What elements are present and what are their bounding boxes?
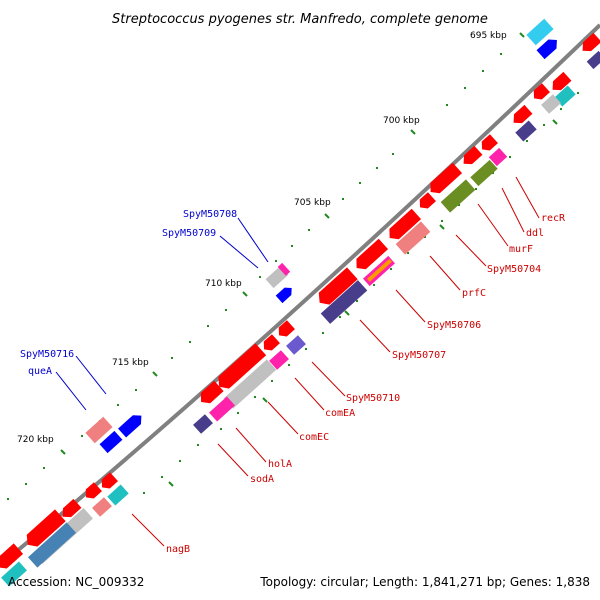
tick-label-710: 710 kbp xyxy=(205,279,242,289)
gene-forward-cyan[interactable] xyxy=(526,18,554,46)
gene-rev-6[interactable] xyxy=(59,498,82,521)
gene-recR[interactable] xyxy=(478,134,498,154)
tick-700 xyxy=(410,129,416,135)
gene-comEC-b[interactable] xyxy=(223,359,277,409)
gene-rev-2c[interactable] xyxy=(541,94,561,114)
gene-prfC-b[interactable] xyxy=(395,221,431,255)
forward-leaders xyxy=(55,217,269,411)
gene-SpyM50716[interactable] xyxy=(118,411,145,438)
tick-720 xyxy=(60,449,66,455)
gene-SpyM50706[interactable] xyxy=(352,238,389,273)
label-nagB: nagB xyxy=(166,544,190,555)
gene-rev-8b[interactable] xyxy=(1,561,27,587)
tick-label-695: 695 kbp xyxy=(470,31,507,41)
gene-holA[interactable] xyxy=(196,380,224,407)
label-SpyM50704: SpyM50704 xyxy=(487,264,541,275)
label-SpyM50716: SpyM50716 xyxy=(20,349,74,360)
gene-forward-blue[interactable] xyxy=(536,36,561,60)
label-recR: recR xyxy=(541,213,566,224)
gene-rev-2[interactable] xyxy=(549,71,572,94)
gene-holA-b[interactable] xyxy=(209,396,235,422)
gene-SpyM50716-a[interactable] xyxy=(99,430,123,454)
tick-label-720: 720 kbp xyxy=(17,435,54,445)
label-comEA: comEA xyxy=(325,408,355,419)
label-sodA: sodA xyxy=(250,474,274,485)
gene-ddl-b[interactable] xyxy=(470,159,498,187)
gene-rev-5[interactable] xyxy=(82,482,102,502)
gene-recR-b[interactable] xyxy=(488,147,508,167)
gene-SpyM50707-b[interactable] xyxy=(320,280,368,324)
gene-rev-3[interactable] xyxy=(530,83,550,103)
gene-rev-4b[interactable] xyxy=(515,120,537,142)
gene-comEA-b[interactable] xyxy=(269,350,289,370)
gene-murF[interactable] xyxy=(426,162,463,197)
minor-ticks-inner xyxy=(143,92,579,494)
gene-ddl[interactable] xyxy=(460,145,483,168)
gene-prfC[interactable] xyxy=(385,208,422,243)
tick-710 xyxy=(242,291,248,297)
label-queA: queA xyxy=(28,366,52,377)
label-ddl: ddl xyxy=(526,228,544,239)
gene-comEC[interactable] xyxy=(214,343,267,392)
label-SpyM50709: SpyM50709 xyxy=(162,228,216,239)
tick-705 xyxy=(324,213,330,219)
tick-695 xyxy=(519,32,525,38)
gene-SpyM50709[interactable] xyxy=(275,284,295,304)
gene-rev-8[interactable] xyxy=(0,543,24,572)
gene-queA[interactable] xyxy=(85,416,113,444)
accession-text: Accession: NC_009332 xyxy=(8,575,144,589)
reverse-leaders xyxy=(131,176,540,547)
label-SpyM50710: SpyM50710 xyxy=(346,393,400,404)
label-comEC: comEC xyxy=(299,432,329,443)
gene-rev-2b[interactable] xyxy=(554,85,576,107)
gene-rev-1[interactable] xyxy=(579,32,600,55)
gene-SpyM50704[interactable] xyxy=(416,192,436,212)
tick-715 xyxy=(152,371,158,377)
tick-label-715: 715 kbp xyxy=(112,358,149,368)
gene-murF-b[interactable] xyxy=(440,179,476,213)
gene-nagB[interactable] xyxy=(98,472,118,492)
tick-label-700: 700 kbp xyxy=(383,116,420,126)
forward-genes xyxy=(85,18,561,454)
genome-backbone xyxy=(0,23,600,567)
gene-rev-5b[interactable] xyxy=(92,497,112,517)
label-SpyM50707: SpyM50707 xyxy=(392,350,446,361)
label-SpyM50708: SpyM50708 xyxy=(183,209,237,220)
map-title: Streptococcus pyogenes str. Manfredo, co… xyxy=(112,12,488,27)
tick-label-705: 705 kbp xyxy=(294,198,331,208)
gene-rev-1b[interactable] xyxy=(586,50,600,70)
label-prfC: prfC xyxy=(462,288,486,299)
tick-marks: 695 kbp 700 kbp 705 kbp 710 kbp 715 kbp … xyxy=(17,31,525,455)
gene-nagB-b[interactable] xyxy=(107,484,129,506)
gene-SpyM50708-tip[interactable] xyxy=(277,262,291,276)
gene-comEA[interactable] xyxy=(260,334,280,354)
label-holA: holA xyxy=(268,459,292,470)
gene-SpyM50706-c[interactable] xyxy=(367,258,392,282)
gene-sodA[interactable] xyxy=(193,414,213,434)
label-SpyM50706: SpyM50706 xyxy=(427,320,481,331)
label-murF: murF xyxy=(509,244,533,255)
gene-SpyM50710-b[interactable] xyxy=(286,335,306,355)
gene-SpyM50707[interactable] xyxy=(314,267,358,308)
minor-ticks-outer xyxy=(7,53,502,500)
gene-SpyM50710[interactable] xyxy=(275,320,295,340)
gene-rev-4[interactable] xyxy=(510,104,533,127)
reverse-genes xyxy=(0,32,600,587)
gene-rev-7c[interactable] xyxy=(27,522,77,568)
genome-summary-text: Topology: circular; Length: 1,841,271 bp… xyxy=(259,575,590,589)
gene-rev-7[interactable] xyxy=(22,509,66,550)
